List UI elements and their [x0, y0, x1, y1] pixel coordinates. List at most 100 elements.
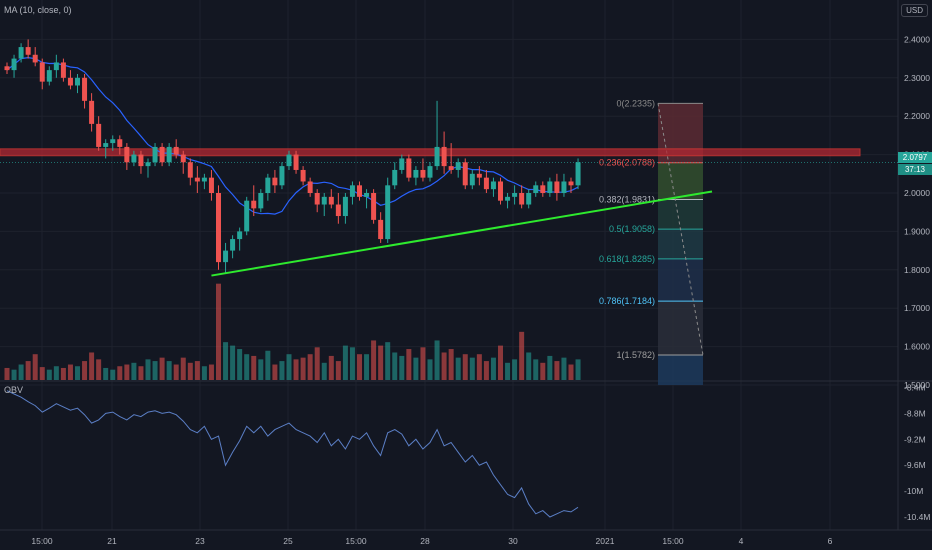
- volume-bar: [272, 364, 278, 380]
- volume-bar: [378, 345, 384, 380]
- candle-body: [244, 200, 250, 232]
- volume-bar: [131, 362, 137, 380]
- candle-body: [131, 154, 137, 163]
- time-axis-tick: 28: [420, 536, 430, 546]
- volume-bar: [194, 361, 200, 380]
- volume-bar: [342, 345, 348, 380]
- volume-bar: [505, 362, 511, 380]
- volume-bar: [4, 367, 10, 380]
- candle-body: [117, 139, 123, 147]
- candle-body: [272, 177, 278, 186]
- candle-body: [230, 239, 236, 251]
- candle-body: [434, 146, 440, 167]
- volume-bar: [173, 364, 179, 380]
- candle-body: [399, 158, 405, 170]
- candle-body: [547, 181, 553, 193]
- candle-body: [469, 173, 475, 186]
- volume-bar: [328, 355, 334, 380]
- fib-level-label: 0.382(1.9831): [599, 194, 655, 204]
- fib-level-label: 0.618(1.8285): [599, 254, 655, 264]
- volume-bar: [166, 361, 172, 380]
- moving-average-line: [6, 56, 579, 215]
- volume-bar: [512, 359, 518, 380]
- volume-bar: [498, 345, 503, 380]
- resistance-zone: [0, 148, 861, 157]
- volume-bar: [265, 350, 271, 380]
- volume-bar: [364, 354, 370, 380]
- candle-body: [67, 77, 73, 86]
- candle-body: [533, 185, 539, 193]
- volume-bar: [18, 364, 24, 380]
- currency-button[interactable]: USD: [901, 4, 928, 17]
- candle-body: [110, 139, 116, 144]
- candle-body: [512, 193, 518, 197]
- candle-body: [82, 77, 88, 101]
- volume-bar: [32, 354, 38, 380]
- volume-bar: [138, 366, 144, 380]
- candle-body: [18, 47, 24, 59]
- volume-bar: [519, 331, 525, 380]
- ma-indicator-label[interactable]: MA (10, close, 0): [4, 5, 72, 15]
- candle-body: [561, 181, 567, 193]
- volume-bar: [307, 354, 313, 380]
- price-axis-tick: 2.0000: [904, 188, 930, 198]
- time-axis-tick: 2021: [596, 536, 615, 546]
- volume-bar: [208, 364, 214, 380]
- candle-body: [483, 177, 489, 190]
- candle-body: [201, 177, 207, 182]
- price-axis-tick: 1.7000: [904, 303, 930, 313]
- fib-trend-line: [657, 103, 704, 356]
- volume-bar: [82, 361, 88, 380]
- candle-body: [96, 123, 102, 147]
- volume-bars: [4, 283, 581, 380]
- candle-body: [413, 169, 419, 178]
- fib-zone: [658, 354, 703, 385]
- volume-bar: [357, 354, 362, 380]
- volume-bar: [244, 354, 250, 380]
- volume-bar: [434, 340, 440, 380]
- fib-zone: [658, 199, 703, 230]
- volume-bar: [201, 366, 207, 380]
- candle-body: [180, 154, 186, 163]
- volume-bar: [469, 357, 475, 380]
- candle-body: [187, 162, 193, 178]
- candle-body: [498, 181, 503, 201]
- support-trendline: [211, 190, 713, 277]
- time-axis-tick: 6: [828, 536, 833, 546]
- volume-bar: [427, 359, 433, 380]
- candle-body: [166, 146, 172, 163]
- candle-body: [60, 62, 66, 78]
- volume-bar: [476, 354, 482, 380]
- candle-body: [427, 166, 433, 178]
- volume-bar: [53, 366, 59, 380]
- volume-bar: [251, 355, 257, 380]
- volume-bar: [540, 362, 546, 380]
- candle-body: [75, 77, 80, 86]
- obv-axis-tick: -8.8M: [904, 408, 926, 418]
- price-axis-tick: 1.8000: [904, 265, 930, 275]
- grid-lines: [0, 0, 898, 530]
- candle-body: [575, 162, 581, 186]
- candle-body: [279, 166, 285, 186]
- obv-axis-tick: -9.2M: [904, 434, 926, 444]
- candle-body: [385, 185, 391, 240]
- volume-bar: [321, 362, 327, 380]
- fibonacci-retracement: 0(2.2335) 0.236(2.0788) 0.382(1.9831) 0.5(1…: [599, 98, 704, 385]
- volume-bar: [145, 359, 151, 380]
- obv-indicator-label[interactable]: OBV: [4, 385, 24, 395]
- volume-bar: [180, 357, 186, 380]
- price-axis-tick: 1.6000: [904, 342, 930, 352]
- price-axis-tick: 2.3000: [904, 73, 930, 83]
- candle-body: [237, 231, 243, 240]
- candle-body: [216, 193, 221, 263]
- volume-bar: [462, 354, 468, 380]
- volume-bar: [60, 367, 66, 380]
- candle-body: [342, 196, 348, 217]
- candle-body: [441, 146, 447, 167]
- candle-body: [328, 196, 334, 205]
- candle-body: [462, 162, 468, 186]
- fib-level-label: 0.786(1.7184): [599, 296, 655, 306]
- volume-bar: [420, 347, 426, 380]
